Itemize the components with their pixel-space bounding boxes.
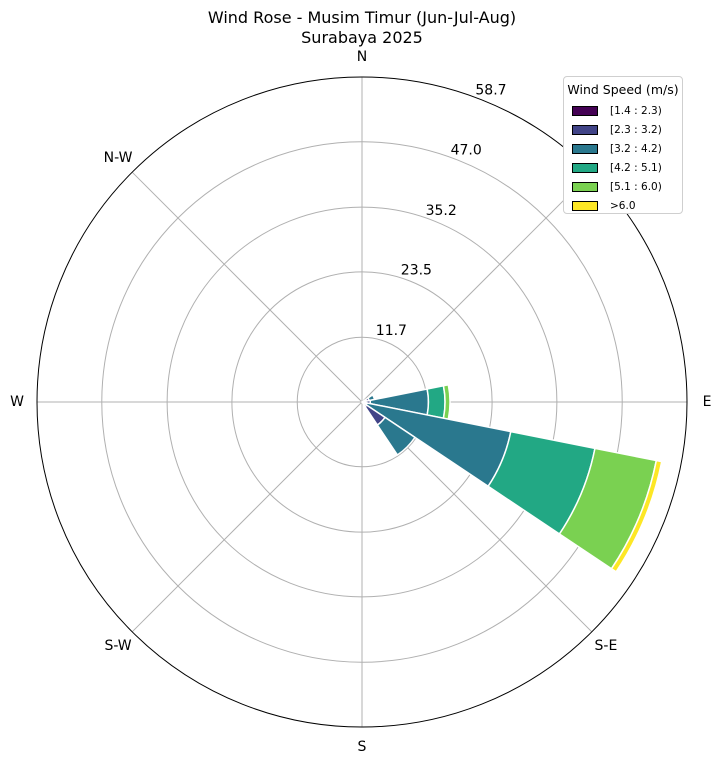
legend-label: [1.4 : 2.3) xyxy=(610,105,662,117)
chart-title-line2: Surabaya 2025 xyxy=(301,28,423,47)
grid-spoke-s-w xyxy=(131,401,363,633)
legend-item: [3.2 : 4.2) xyxy=(572,143,662,155)
direction-label-w: W xyxy=(10,394,24,410)
legend-item: >6.0 xyxy=(572,200,636,212)
chart-title-line1: Wind Rose - Musim Timur (Jun-Jul-Aug) xyxy=(207,8,517,27)
bar-se-bin-3 xyxy=(376,416,416,456)
direction-label-n: N xyxy=(357,49,367,65)
legend-label: [3.2 : 4.2) xyxy=(610,143,662,155)
legend-swatch xyxy=(572,163,598,173)
legend-item: [2.3 : 3.2) xyxy=(572,124,662,136)
legend-swatch xyxy=(572,182,598,192)
legend-swatch xyxy=(572,106,598,116)
outer-ring xyxy=(36,76,688,728)
direction-label-s: S xyxy=(358,739,367,755)
direction-label-e: E xyxy=(703,394,712,410)
polar-grid xyxy=(36,76,688,728)
legend-swatch xyxy=(572,125,598,135)
legend-label: >6.0 xyxy=(610,200,636,212)
legend-title: Wind Speed (m/s) xyxy=(567,82,679,97)
direction-label-n-w: N-W xyxy=(104,150,133,166)
bar-e-bin-5 xyxy=(442,384,451,420)
grid-spoke-n-e xyxy=(361,171,593,403)
grid-spoke-n-w xyxy=(131,171,363,403)
legend-swatch xyxy=(572,144,598,154)
direction-label-s-w: S-W xyxy=(104,638,131,654)
radial-tick-label: 47.0 xyxy=(451,143,482,159)
legend-label: [4.2 : 5.1) xyxy=(610,162,662,174)
bar-e-bin-4 xyxy=(426,385,446,419)
legend: Wind Speed (m/s) [1.4 : 2.3) [2.3 : 3.2) [… xyxy=(563,76,683,214)
radial-tick-label: 35.2 xyxy=(426,203,457,219)
legend-item: [4.2 : 5.1) xyxy=(572,162,662,174)
legend-item: [5.1 : 6.0) xyxy=(572,181,662,193)
radial-tick-label: 58.7 xyxy=(475,83,506,99)
legend-swatch xyxy=(572,201,598,211)
radial-tick-label: 23.5 xyxy=(401,263,432,279)
direction-label-s-e: S-E xyxy=(595,638,618,654)
bar-ese-bin-6 xyxy=(610,459,663,573)
wind-bars xyxy=(361,384,663,573)
legend-item: [1.4 : 2.3) xyxy=(572,105,662,117)
legend-label: [5.1 : 6.0) xyxy=(610,181,662,193)
radial-tick-label: 11.7 xyxy=(376,323,407,339)
legend-label: [2.3 : 3.2) xyxy=(610,124,662,136)
chart-title: Wind Rose - Musim Timur (Jun-Jul-Aug) Su… xyxy=(0,8,720,48)
